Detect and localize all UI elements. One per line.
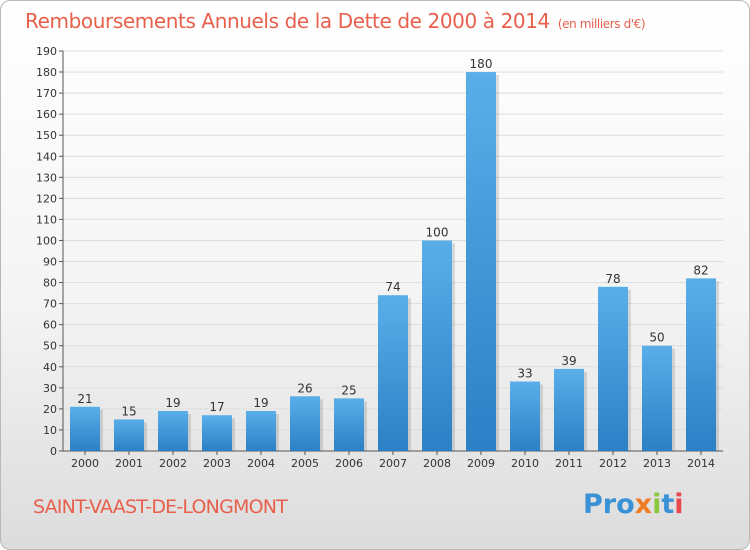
bar-2005 (290, 396, 320, 451)
logo-part-2: x (634, 489, 653, 520)
y-tick-label: 130 (36, 171, 57, 184)
data-label-2010: 33 (517, 367, 532, 381)
y-tick-label: 170 (36, 87, 57, 100)
x-tick-label-2009: 2009 (467, 457, 495, 470)
y-tick-label: 20 (43, 403, 57, 416)
bar-2002 (158, 411, 188, 451)
bar-2014 (686, 278, 716, 451)
data-label-2011: 39 (561, 354, 576, 368)
bar-2013 (642, 345, 672, 451)
logo-part-3: i (652, 489, 662, 520)
y-tick-label: 100 (36, 234, 57, 247)
bar-2004 (246, 411, 276, 451)
proxiti-logo: Proxiti (583, 489, 684, 520)
x-tick-label-2011: 2011 (555, 457, 583, 470)
chart-title: Remboursements Annuels de la Dette de 20… (25, 9, 646, 33)
data-label-2008: 100 (426, 225, 449, 239)
y-tick-label: 80 (43, 277, 57, 290)
bar-2009 (466, 72, 496, 451)
x-tick-label-2001: 2001 (115, 457, 143, 470)
bar-2011 (554, 368, 584, 451)
y-tick-label: 160 (36, 108, 57, 121)
y-tick-label: 140 (36, 150, 57, 163)
logo-part-5: i (674, 489, 684, 520)
y-tick-label: 110 (36, 213, 57, 226)
logo-part-1: Pro (583, 489, 635, 520)
y-tick-label: 60 (43, 319, 57, 332)
y-tick-label: 0 (50, 445, 57, 458)
data-label-2012: 78 (605, 272, 620, 286)
data-label-2007: 74 (385, 280, 400, 294)
x-tick-label-2014: 2014 (687, 457, 715, 470)
x-tick-label-2002: 2002 (159, 457, 187, 470)
data-label-2006: 25 (341, 383, 356, 397)
y-tick-label: 90 (43, 256, 57, 269)
data-label-2014: 82 (693, 263, 708, 277)
y-tick-label: 190 (36, 45, 57, 58)
x-tick-label-2000: 2000 (71, 457, 99, 470)
y-tick-label: 150 (36, 129, 57, 142)
bar-2008 (422, 240, 452, 451)
bar-2001 (114, 419, 144, 451)
x-tick-label-2005: 2005 (291, 457, 319, 470)
bar-2012 (598, 286, 628, 451)
data-label-2003: 17 (209, 400, 224, 414)
bar-2007 (378, 295, 408, 451)
data-label-2001: 15 (121, 404, 136, 418)
data-label-2002: 19 (165, 396, 180, 410)
x-tick-label-2008: 2008 (423, 457, 451, 470)
bar-2010 (510, 381, 540, 451)
x-tick-label-2013: 2013 (643, 457, 671, 470)
data-label-2000: 21 (77, 392, 92, 406)
y-tick-label: 50 (43, 340, 57, 353)
x-tick-label-2007: 2007 (379, 457, 407, 470)
x-tick-label-2003: 2003 (203, 457, 231, 470)
bar-layer (70, 72, 719, 451)
y-tick-label: 180 (36, 66, 57, 79)
y-tick-label: 10 (43, 424, 57, 437)
y-tick-label: 70 (43, 298, 57, 311)
label-layer: 21 15 19 17 19 26 25 74 100 180 33 39 78 50 82 (77, 57, 708, 418)
x-tick-label-2010: 2010 (511, 457, 539, 470)
bar-2006 (334, 398, 364, 451)
y-tick-label: 30 (43, 382, 57, 395)
y-tick-label: 120 (36, 192, 57, 205)
bar-2000 (70, 406, 100, 451)
data-label-2009: 180 (470, 57, 493, 71)
x-tick-label-2004: 2004 (247, 457, 275, 470)
logo-part-4: t (661, 489, 675, 520)
x-tick-label-2012: 2012 (599, 457, 627, 470)
data-label-2005: 26 (297, 381, 312, 395)
data-label-2013: 50 (649, 331, 664, 345)
y-tick-label: 40 (43, 361, 57, 374)
x-tick-label-2006: 2006 (335, 457, 363, 470)
bar-2003 (202, 415, 232, 451)
chart-unit-note: (en milliers d'€) (557, 17, 646, 31)
data-label-2004: 19 (253, 396, 268, 410)
commune-name: SAINT-VAAST-DE-LONGMONT (33, 496, 288, 518)
chart-title-text: Remboursements Annuels de la Dette de 20… (25, 9, 550, 33)
